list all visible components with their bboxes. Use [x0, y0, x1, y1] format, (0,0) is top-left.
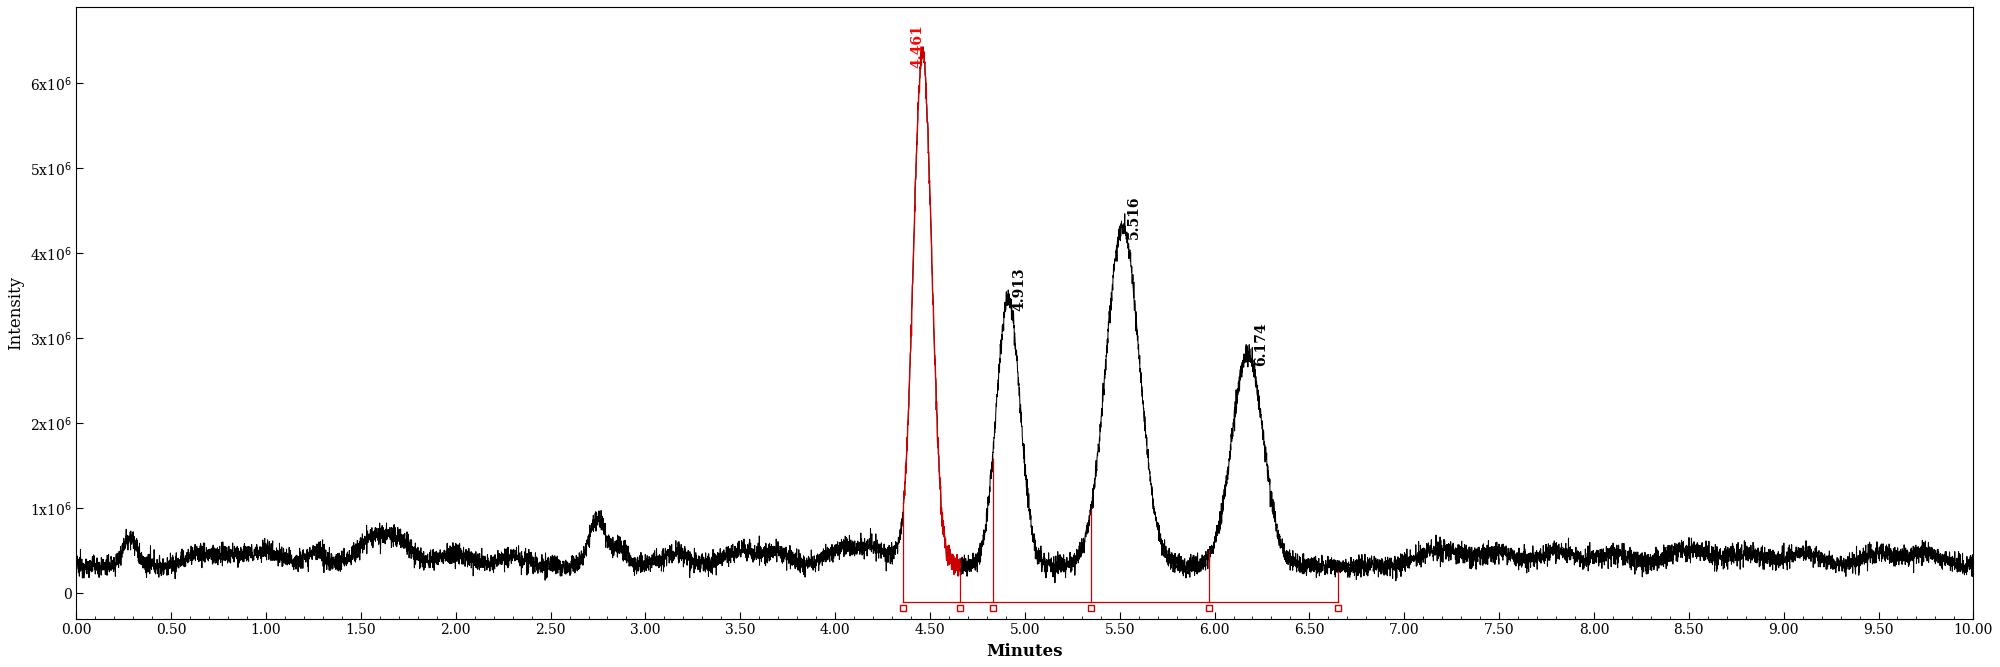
Y-axis label: Intensity: Intensity — [6, 275, 24, 350]
Text: 4.461: 4.461 — [910, 25, 924, 68]
X-axis label: Minutes: Minutes — [986, 643, 1064, 660]
Text: 6.174: 6.174 — [1254, 323, 1268, 366]
Text: 5.516: 5.516 — [1128, 195, 1142, 239]
Text: 4.913: 4.913 — [1012, 267, 1026, 311]
